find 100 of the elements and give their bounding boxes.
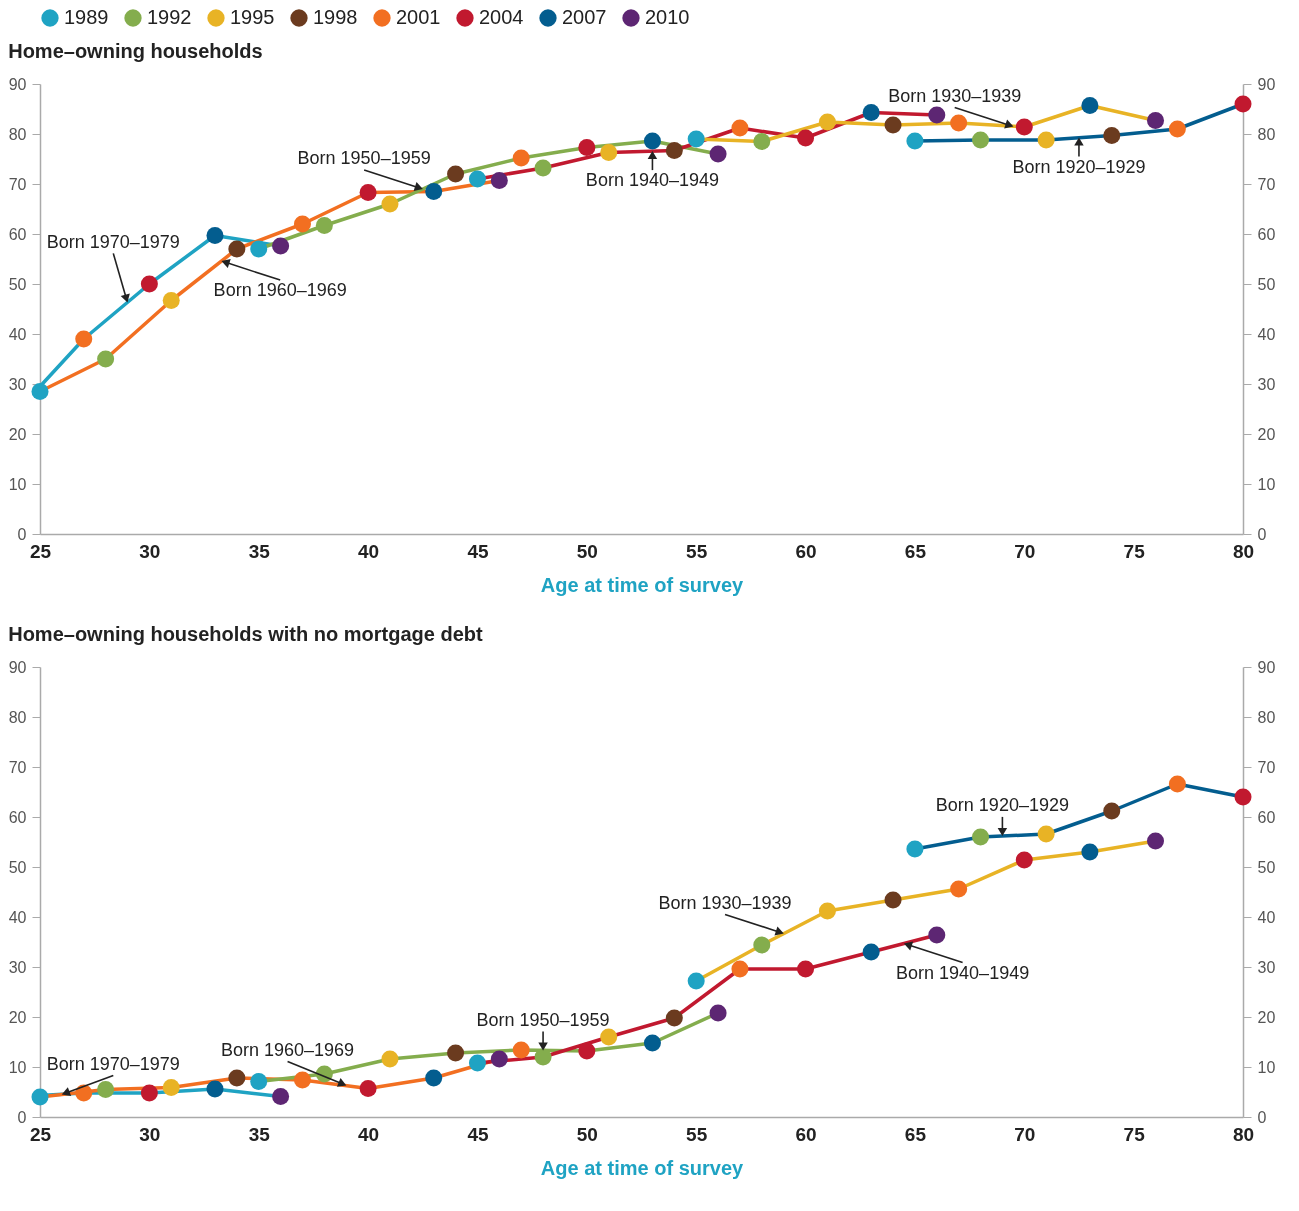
point bbox=[272, 1088, 290, 1105]
legend-label: 2004 bbox=[479, 6, 524, 28]
x-tick-label: 55 bbox=[686, 540, 708, 562]
y2-tick-label: 70 bbox=[1257, 758, 1276, 776]
x-tick-label: 65 bbox=[904, 1123, 927, 1145]
point bbox=[490, 1050, 508, 1068]
point bbox=[490, 172, 508, 189]
x-tick-label: 40 bbox=[358, 540, 380, 562]
point bbox=[709, 145, 727, 163]
y2-tick-label: 0 bbox=[1257, 1108, 1267, 1126]
point bbox=[797, 129, 815, 147]
point bbox=[272, 237, 290, 255]
point bbox=[643, 132, 661, 150]
annotation: Born 1960–1969 bbox=[221, 1039, 355, 1060]
x-axis-title: Age at time of survey bbox=[540, 573, 745, 596]
y2-tick-label: 80 bbox=[1257, 708, 1276, 726]
point bbox=[578, 139, 596, 156]
point bbox=[162, 1079, 180, 1096]
y2-tick-label: 30 bbox=[1257, 958, 1276, 976]
y-tick-label: 0 bbox=[17, 525, 27, 543]
annotation: Born 1930–1939 bbox=[658, 892, 792, 913]
y-tick-label: 40 bbox=[8, 908, 27, 926]
point bbox=[906, 840, 924, 858]
x-tick-label: 45 bbox=[467, 540, 489, 562]
x-tick-label: 70 bbox=[1014, 540, 1036, 562]
point bbox=[447, 165, 465, 183]
annotation: Born 1970–1979 bbox=[46, 231, 180, 252]
point bbox=[753, 936, 771, 954]
y-tick-label: 70 bbox=[8, 175, 27, 193]
annotation: Born 1950–1959 bbox=[297, 148, 431, 168]
legend-label: 2001 bbox=[396, 6, 441, 28]
y-tick-label: 10 bbox=[8, 475, 27, 493]
point bbox=[862, 943, 880, 961]
x-tick-label: 70 bbox=[1014, 1123, 1036, 1145]
x-tick-label: 25 bbox=[29, 1123, 52, 1145]
point bbox=[31, 383, 49, 400]
x-tick-label: 60 bbox=[795, 1123, 817, 1145]
point bbox=[425, 1069, 443, 1087]
annotation: Born 1930–1939 bbox=[888, 85, 1022, 106]
y-tick-label: 20 bbox=[8, 425, 27, 443]
annotation: Born 1920–1929 bbox=[935, 795, 1069, 815]
x-tick-label: 45 bbox=[467, 1123, 489, 1145]
point bbox=[731, 960, 749, 978]
point bbox=[972, 828, 990, 846]
point bbox=[1234, 788, 1252, 806]
point bbox=[1103, 802, 1121, 820]
point bbox=[315, 217, 333, 234]
y2-tick-label: 60 bbox=[1257, 225, 1276, 243]
x-tick-label: 25 bbox=[29, 540, 52, 562]
x-tick-label: 50 bbox=[576, 1123, 598, 1145]
legend-label: 2010 bbox=[645, 6, 690, 28]
point bbox=[140, 1084, 158, 1102]
annotation: Born 1940–1949 bbox=[896, 962, 1030, 983]
point bbox=[359, 184, 377, 201]
y2-tick-label: 80 bbox=[1257, 125, 1276, 143]
annotation: Born 1950–1959 bbox=[476, 1009, 610, 1030]
point bbox=[97, 1081, 115, 1098]
y-tick-label: 60 bbox=[8, 808, 27, 826]
x-tick-label: 75 bbox=[1123, 1123, 1146, 1145]
y-tick-label: 20 bbox=[8, 1008, 27, 1026]
y-tick-label: 80 bbox=[8, 125, 27, 143]
point bbox=[206, 1080, 224, 1098]
y2-tick-label: 10 bbox=[1257, 1058, 1276, 1076]
point bbox=[1037, 131, 1055, 149]
x-tick-label: 80 bbox=[1232, 540, 1255, 562]
point bbox=[1015, 851, 1033, 869]
point bbox=[1168, 775, 1186, 793]
point bbox=[381, 195, 399, 213]
y-tick-label: 30 bbox=[8, 375, 27, 393]
point bbox=[1146, 832, 1165, 850]
y-tick-label: 90 bbox=[8, 75, 27, 93]
point bbox=[162, 292, 180, 309]
y-tick-label: 0 bbox=[17, 1108, 27, 1126]
point bbox=[600, 144, 618, 161]
point bbox=[534, 1048, 552, 1066]
point bbox=[468, 1054, 486, 1072]
point bbox=[950, 114, 968, 132]
point bbox=[884, 891, 902, 909]
y2-tick-label: 40 bbox=[1257, 325, 1276, 343]
y2-tick-label: 60 bbox=[1257, 808, 1276, 826]
x-tick-label: 40 bbox=[358, 1123, 380, 1145]
y-tick-label: 10 bbox=[8, 1058, 27, 1076]
point bbox=[1081, 843, 1099, 861]
annotation: Born 1940–1949 bbox=[585, 170, 719, 190]
y2-tick-label: 90 bbox=[1257, 75, 1276, 93]
point bbox=[31, 1088, 49, 1106]
x-tick-label: 30 bbox=[139, 1123, 161, 1145]
point bbox=[818, 113, 836, 131]
y2-tick-label: 50 bbox=[1257, 275, 1276, 293]
point bbox=[665, 1009, 683, 1027]
point bbox=[687, 972, 705, 990]
y-tick-label: 50 bbox=[8, 275, 27, 293]
point bbox=[643, 1034, 661, 1052]
point bbox=[797, 960, 815, 978]
point bbox=[468, 170, 486, 188]
point bbox=[1081, 97, 1099, 114]
y-tick-label: 80 bbox=[8, 708, 27, 726]
legend-label: 1989 bbox=[64, 6, 109, 28]
point bbox=[228, 1069, 246, 1087]
point bbox=[709, 1004, 727, 1022]
